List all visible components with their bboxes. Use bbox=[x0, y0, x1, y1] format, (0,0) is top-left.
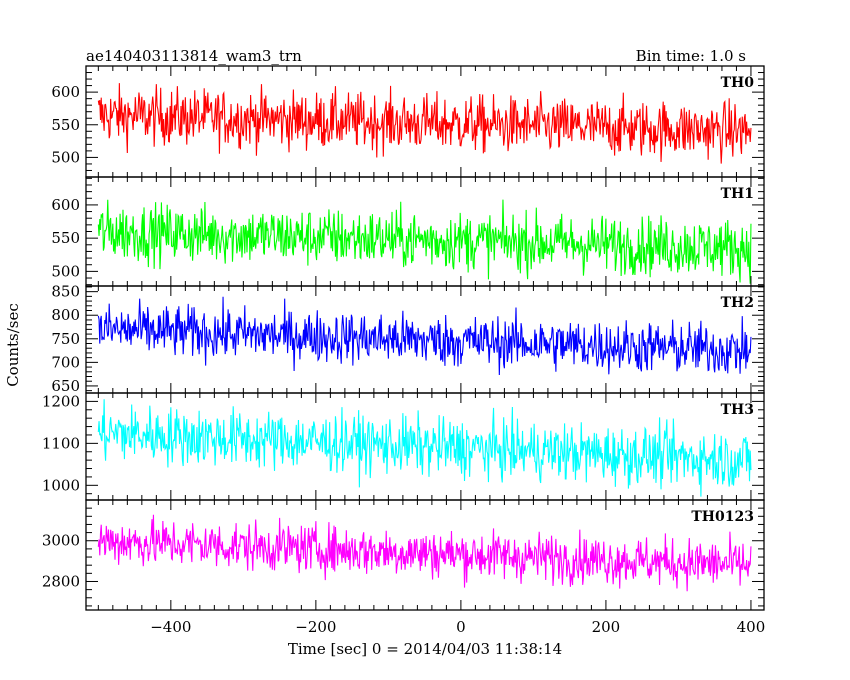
y-tick-label: 500 bbox=[51, 262, 80, 280]
y-tick-label: 850 bbox=[51, 283, 80, 301]
series-line-th2 bbox=[98, 297, 751, 375]
series-line-th0123 bbox=[98, 515, 751, 591]
panel-label-th0123: TH0123 bbox=[691, 509, 754, 525]
series-line-th0 bbox=[98, 83, 751, 164]
panel-label-th1: TH1 bbox=[721, 186, 754, 202]
y-tick-label: 2800 bbox=[42, 572, 80, 590]
y-axis-label: Counts/sec bbox=[4, 303, 22, 387]
y-tick-label: 1200 bbox=[42, 392, 80, 410]
panels-group: 500550600TH0500550600TH1650700750800850T… bbox=[42, 66, 765, 636]
y-tick-label: 550 bbox=[51, 116, 80, 134]
y-tick-label: 1100 bbox=[42, 434, 80, 452]
bin-time-label: Bin time: 1.0 s bbox=[636, 47, 746, 65]
chart-title: ae140403113814_wam3_trn bbox=[86, 47, 302, 65]
x-tick-label: −200 bbox=[295, 618, 336, 636]
y-tick-label: 1000 bbox=[42, 476, 80, 494]
y-tick-label: 600 bbox=[51, 196, 80, 214]
y-tick-label: 600 bbox=[51, 83, 80, 101]
x-axis-label: Time [sec] 0 = 2014/04/03 11:38:14 bbox=[288, 640, 562, 658]
x-tick-label: 400 bbox=[737, 618, 766, 636]
y-tick-label: 700 bbox=[51, 353, 80, 371]
y-tick-label: 3000 bbox=[42, 532, 80, 550]
y-tick-label: 550 bbox=[51, 229, 80, 247]
panel-label-th0: TH0 bbox=[721, 75, 755, 91]
y-tick-label: 800 bbox=[51, 306, 80, 324]
y-tick-label: 500 bbox=[51, 148, 80, 166]
x-tick-label: 200 bbox=[592, 618, 621, 636]
x-tick-label: −400 bbox=[150, 618, 191, 636]
x-tick-label: 0 bbox=[456, 618, 466, 636]
panel-label-th2: TH2 bbox=[721, 295, 754, 311]
panel-label-th3: TH3 bbox=[721, 402, 754, 418]
series-line-th1 bbox=[98, 200, 751, 284]
y-tick-label: 750 bbox=[51, 330, 80, 348]
series-line-th3 bbox=[98, 399, 751, 496]
